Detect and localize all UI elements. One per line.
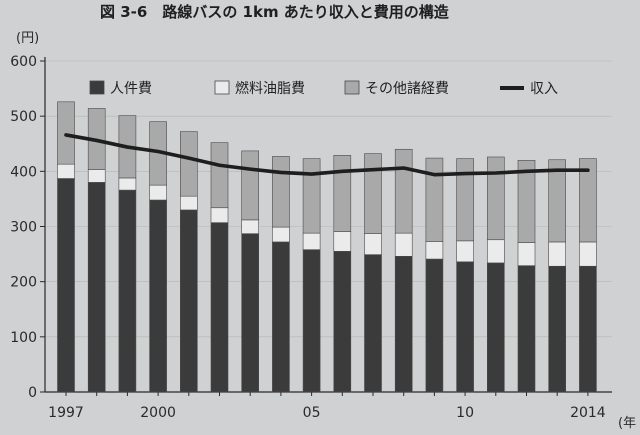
bar-personnel — [57, 178, 75, 393]
bar-personnel — [333, 251, 352, 393]
bar-other — [333, 155, 352, 232]
y-axis-label: (円) — [16, 31, 39, 46]
x-tick-label: 1997 — [48, 405, 84, 421]
income-point — [525, 170, 528, 173]
bar-fuel — [333, 231, 352, 252]
legend-fuel-swatch — [214, 80, 230, 95]
income-series-line — [64, 133, 590, 177]
x-tick-label: 05 — [303, 405, 321, 421]
income-point — [556, 169, 559, 172]
y-tick-label: 0 — [28, 385, 37, 401]
bar-personnel — [486, 262, 505, 393]
bar-personnel — [548, 265, 567, 393]
x-tick-label: 2014 — [570, 405, 606, 421]
legend-personnel-label: 人件費 — [110, 81, 152, 97]
bar-fuel — [87, 169, 106, 183]
chart-title: 図 3-6 路線バスの 1km あたり収入と費用の構造 — [100, 3, 449, 21]
bar-personnel — [180, 209, 198, 393]
bar-fuel — [548, 241, 567, 267]
bar-other — [517, 160, 536, 243]
bar-other — [302, 158, 321, 234]
bar-personnel — [394, 255, 413, 393]
bar-fuel — [517, 242, 536, 266]
axes: 0 100 200 300 400 500 600 1997 2000 05 10 2014 — [10, 54, 612, 421]
y-tick-label: 100 — [10, 330, 37, 346]
bar-other — [210, 142, 229, 209]
income-point — [310, 172, 313, 176]
bar-other — [548, 159, 567, 243]
income-point — [371, 168, 375, 171]
income-point — [433, 173, 436, 176]
income-point — [218, 164, 221, 167]
y-tick-label: 200 — [10, 275, 37, 291]
bar-personnel — [272, 241, 290, 393]
legend-other-label: その他諸経費 — [365, 81, 449, 97]
bar-other — [180, 131, 198, 197]
bar-fuel — [272, 226, 290, 243]
bar-personnel — [87, 182, 106, 393]
bar-fuel — [425, 241, 444, 260]
income-point — [279, 171, 283, 174]
income-point — [402, 166, 405, 170]
y-tick-label: 600 — [10, 54, 37, 70]
bar-other — [579, 158, 597, 243]
x-axis-label: (年 — [618, 416, 636, 431]
bars — [57, 101, 597, 393]
bar-other — [456, 158, 474, 242]
bar-fuel — [394, 232, 413, 257]
income-point — [494, 171, 497, 175]
income-line — [64, 133, 590, 177]
income-point — [126, 145, 129, 149]
bar-personnel — [579, 265, 597, 393]
x-tick-label: 2000 — [140, 405, 176, 421]
bar-fuel — [241, 219, 259, 234]
legend: 人件費 燃料油脂費 その他諸経費 収入 — [89, 80, 558, 97]
bar-personnel — [364, 254, 382, 393]
income-point — [95, 139, 98, 142]
bar-other — [364, 153, 382, 234]
x-tick-label: 10 — [456, 405, 474, 421]
bar-personnel — [149, 199, 167, 393]
income-point — [249, 167, 252, 171]
y-tick-label: 300 — [10, 220, 37, 236]
y-tick-label: 500 — [10, 109, 37, 125]
bar-personnel — [517, 265, 536, 393]
income-point — [156, 150, 160, 153]
bar-fuel — [149, 184, 167, 201]
bar-personnel — [302, 249, 321, 393]
bar-other — [486, 156, 505, 241]
bar-fuel — [57, 163, 75, 179]
bar-other — [241, 150, 259, 221]
bar-other — [272, 156, 290, 228]
bar-fuel — [486, 239, 505, 264]
bar-fuel — [456, 240, 474, 263]
legend-income-label: 収入 — [530, 81, 558, 97]
bar-personnel — [425, 258, 444, 393]
bar-personnel — [118, 189, 137, 393]
bar-other — [57, 101, 75, 165]
income-point — [64, 133, 68, 137]
income-point — [187, 156, 190, 160]
y-tick-label: 400 — [10, 164, 37, 180]
bar-fuel — [210, 207, 229, 223]
bar-fuel — [302, 232, 321, 250]
bar-fuel — [579, 241, 597, 267]
bar-personnel — [456, 261, 474, 393]
legend-other-swatch — [344, 80, 360, 95]
legend-personnel-swatch — [89, 80, 105, 95]
income-point — [341, 170, 344, 173]
legend-fuel-label: 燃料油脂費 — [235, 80, 305, 97]
bar-fuel — [180, 195, 198, 211]
bar-personnel — [241, 233, 259, 393]
bar-other — [425, 157, 444, 242]
bar-personnel — [210, 222, 229, 393]
bar-fuel — [364, 233, 382, 255]
income-point — [586, 169, 590, 172]
income-point — [463, 172, 467, 175]
bar-other — [394, 148, 413, 234]
bar-fuel — [118, 177, 137, 191]
